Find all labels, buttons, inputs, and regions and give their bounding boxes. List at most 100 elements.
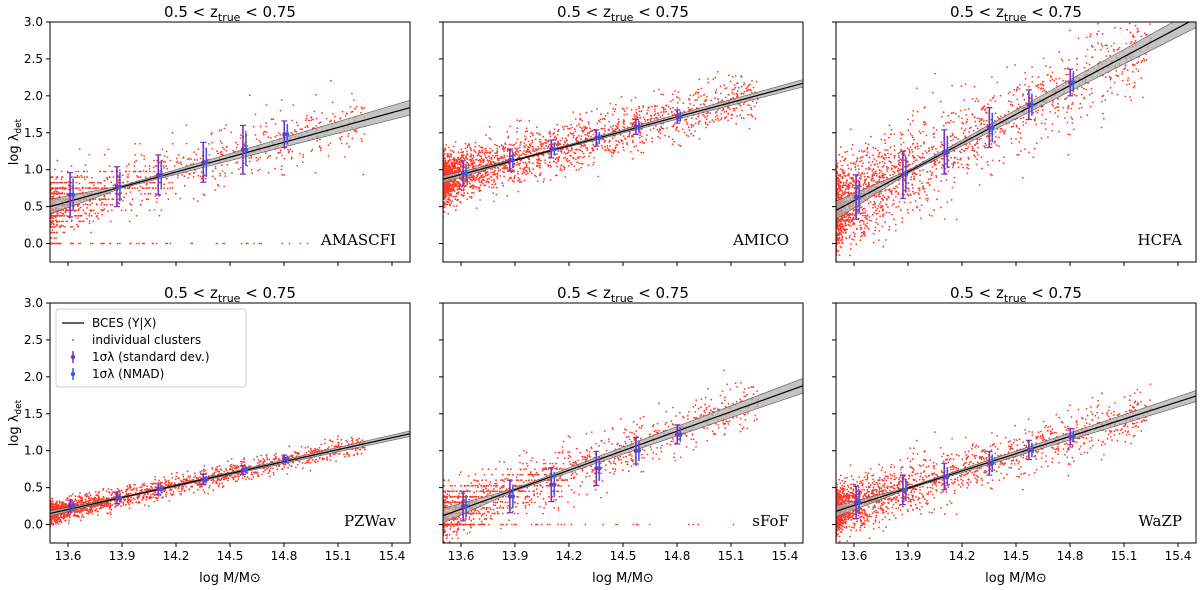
cluster-point: [870, 219, 872, 222]
cluster-point: [964, 128, 967, 130]
cluster-point: [525, 153, 527, 156]
cluster-point: [620, 139, 623, 141]
cluster-point: [603, 132, 605, 135]
cluster-point: [563, 166, 566, 169]
cluster-point: [458, 181, 460, 183]
cluster-point: [66, 170, 69, 173]
cluster-point: [556, 133, 559, 136]
cluster-point: [575, 140, 578, 143]
cluster-point: [695, 118, 698, 120]
cluster-point: [878, 151, 881, 154]
cluster-point: [730, 117, 733, 120]
cluster-point: [107, 210, 109, 213]
cluster-point: [281, 242, 284, 245]
cluster-point: [190, 158, 193, 161]
cluster-point: [53, 190, 56, 193]
cluster-point: [967, 164, 969, 167]
cluster-point: [146, 187, 149, 190]
cluster-point: [1007, 110, 1010, 113]
cluster-point: [864, 142, 867, 145]
cluster-point: [871, 213, 874, 216]
cluster-point: [446, 203, 449, 206]
cluster-point: [690, 124, 693, 126]
cluster-point: [688, 108, 691, 111]
cluster-point: [480, 181, 483, 184]
cluster-point: [868, 176, 870, 179]
cluster-point: [134, 142, 137, 145]
cluster-point: [455, 205, 458, 207]
cluster-point: [52, 181, 55, 184]
cluster-point: [607, 128, 610, 131]
cluster-point: [502, 148, 505, 151]
cluster-point: [536, 145, 539, 148]
cluster-point: [846, 179, 848, 182]
cluster-point: [1017, 131, 1020, 134]
cluster-point: [867, 202, 870, 205]
cluster-point: [492, 171, 494, 174]
cluster-point: [451, 150, 454, 152]
cluster-point: [552, 133, 555, 135]
errorbar-nmad-marker: [597, 135, 602, 141]
cluster-point: [566, 160, 569, 163]
panel-title: 0.5 < ztrue < 0.75: [557, 3, 689, 24]
cluster-point: [903, 189, 906, 192]
cluster-point: [731, 88, 734, 91]
cluster-point: [149, 170, 151, 173]
cluster-point: [484, 173, 487, 175]
cluster-point: [327, 144, 330, 147]
cluster-point: [193, 151, 196, 154]
cluster-point: [519, 141, 522, 144]
cluster-point: [453, 190, 456, 193]
cluster-point: [449, 159, 451, 162]
cluster-point: [160, 209, 163, 212]
cluster-point: [940, 141, 943, 144]
cluster-point: [101, 213, 103, 216]
cluster-point: [578, 135, 580, 137]
cluster-point: [864, 216, 866, 219]
cluster-point: [455, 159, 458, 162]
cluster-point: [615, 144, 618, 146]
cluster-point: [1067, 104, 1070, 107]
cluster-point: [112, 176, 115, 179]
cluster-point: [475, 185, 478, 188]
cluster-point: [518, 120, 521, 122]
cluster-point: [539, 140, 541, 143]
cluster-point: [714, 92, 717, 94]
cluster-point: [874, 209, 877, 212]
cluster-point: [344, 115, 347, 117]
cluster-point: [454, 198, 457, 201]
cluster-point: [496, 144, 498, 147]
cluster-point: [749, 113, 752, 116]
cluster-point: [515, 150, 517, 153]
cluster-point: [139, 185, 142, 188]
cluster-point: [516, 161, 519, 164]
cluster-point: [299, 152, 301, 155]
cluster-point: [444, 183, 447, 186]
cluster-point: [940, 180, 943, 182]
cluster-point: [846, 164, 849, 166]
cluster-point: [731, 76, 734, 78]
cluster-point: [506, 150, 509, 152]
cluster-point: [604, 124, 606, 127]
cluster-point: [626, 143, 629, 146]
cluster-point: [548, 153, 551, 156]
cluster-point: [66, 209, 69, 212]
cluster-point: [128, 220, 131, 223]
cluster-point: [570, 123, 572, 126]
cluster-point: [471, 175, 474, 177]
cluster-point: [456, 167, 459, 170]
cluster-point: [932, 133, 935, 136]
cluster-point: [990, 143, 993, 145]
cluster-point: [569, 149, 572, 152]
cluster-point: [931, 146, 933, 149]
cluster-point: [608, 139, 611, 142]
cluster-point: [275, 157, 278, 159]
cluster-point: [480, 155, 482, 158]
cluster-point: [857, 164, 859, 167]
cluster-point: [919, 169, 921, 172]
cluster-point: [295, 130, 298, 133]
cluster-point: [472, 163, 474, 166]
cluster-point: [1067, 73, 1070, 76]
cluster-point: [612, 107, 615, 110]
cluster-point: [331, 101, 334, 104]
